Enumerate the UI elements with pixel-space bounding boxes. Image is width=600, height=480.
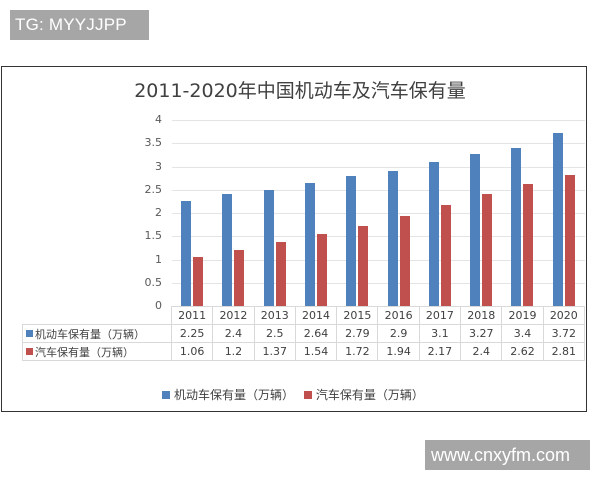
data-table-cell: 2.5	[253, 324, 296, 343]
data-table-cell: 2.79	[336, 324, 379, 343]
y-tick-label: 4	[155, 113, 162, 126]
bar-cars	[275, 242, 286, 306]
data-table-cell: 2.25	[170, 324, 214, 343]
data-table-cell: 1.06	[170, 342, 214, 361]
data-table-cell: 2.9	[377, 324, 420, 343]
gridline	[172, 189, 585, 191]
y-tick-label: 2.5	[144, 182, 163, 196]
gridline	[172, 259, 585, 261]
bar-motor-vehicles	[346, 176, 357, 306]
bar-cars	[523, 184, 534, 306]
gridline	[172, 236, 585, 238]
data-table-cell: 3.4	[501, 324, 544, 343]
data-table-row: 机动车保有量（万辆） 2.25 2.4 2.5 2.64 2.79 2.9 3.1 3.27 3…	[22, 324, 585, 343]
y-tick-label: 1.5	[144, 229, 163, 243]
bar-cars	[316, 234, 327, 306]
bar-cars	[358, 226, 369, 306]
data-table-cell: 2.4	[460, 342, 503, 361]
data-table-cell: 1.72	[336, 342, 379, 361]
data-table-cell: 1.54	[294, 342, 338, 361]
data-table-year: 2017	[418, 306, 462, 325]
y-tick-label: 1	[155, 252, 162, 266]
y-tick-label: 0.5	[144, 275, 163, 289]
data-table-year: 2020	[542, 306, 585, 325]
bar-motor-vehicles	[387, 171, 398, 306]
data-table-cell: 1.2	[212, 342, 255, 361]
data-table-row: 汽车保有量（万辆） 1.06 1.2 1.37 1.54 1.72 1.94 2.17 2.4…	[22, 342, 585, 361]
chart-legend: 机动车保有量（万辆） 汽车保有量（万辆）	[162, 386, 430, 403]
legend-swatch-icon	[162, 390, 170, 399]
watermark-bottom: www.cnxyfm.com	[425, 440, 590, 470]
y-tick-label: 2	[155, 206, 162, 219]
legend-item: 机动车保有量（万辆）	[162, 386, 294, 403]
data-table-cell: 1.37	[253, 342, 296, 361]
bar-cars	[440, 205, 451, 306]
data-table-cell: 2.64	[294, 324, 338, 343]
bar-motor-vehicles	[470, 153, 481, 306]
y-tick-label: 0	[155, 299, 162, 312]
bar-motor-vehicles	[263, 189, 274, 306]
bar-cars	[234, 250, 245, 306]
bar-motor-vehicles	[428, 161, 439, 306]
legend-swatch-icon	[303, 390, 312, 399]
watermark-top: TG: MYYJJPP	[10, 10, 149, 40]
data-table-year: 2015	[336, 306, 379, 325]
bar-cars	[482, 194, 493, 306]
data-table: 2011 2012 2013 2014 2015 2016 2017 2018 2019 2020…	[22, 306, 585, 361]
data-table-year: 2019	[501, 306, 544, 325]
bar-motor-vehicles	[552, 133, 563, 306]
data-table-year: 2011	[170, 306, 214, 325]
data-table-cell: 3.72	[542, 324, 585, 343]
bar-cars	[193, 256, 203, 306]
data-table-cell: 2.62	[501, 342, 544, 361]
data-table-year: 2013	[253, 306, 296, 325]
data-table-cell: 3.27	[460, 324, 503, 343]
data-table-series-label: 汽车保有量（万辆）	[22, 342, 172, 361]
data-table-year: 2016	[377, 306, 420, 325]
bar-motor-vehicles	[222, 194, 233, 306]
data-table-year: 2018	[460, 306, 503, 325]
legend-item: 汽车保有量（万辆）	[303, 386, 424, 403]
data-table-cell: 3.1	[418, 324, 462, 343]
data-table-corner	[23, 307, 172, 325]
data-table-cell: 2.17	[418, 342, 462, 361]
bar-motor-vehicles	[181, 201, 191, 306]
legend-swatch-icon	[26, 330, 33, 337]
chart-title: 2011-2020年中国机动车及汽车保有量	[134, 80, 466, 102]
y-tick-label: 3	[155, 159, 162, 173]
gridline	[172, 282, 585, 284]
bar-motor-vehicles	[304, 183, 315, 306]
data-table-series-label: 机动车保有量（万辆）	[22, 324, 172, 343]
gridline	[172, 120, 585, 121]
data-table-cell: 2.81	[542, 342, 585, 361]
data-table-year: 2014	[294, 306, 338, 325]
data-table-cell: 2.4	[212, 324, 255, 343]
bar-cars	[564, 175, 575, 306]
data-table-year: 2012	[212, 306, 255, 325]
y-tick-label: 3.5	[144, 136, 163, 150]
legend-swatch-icon	[26, 348, 33, 355]
gridline	[172, 143, 585, 145]
bar-motor-vehicles	[511, 147, 522, 306]
gridline	[172, 166, 585, 168]
bar-cars	[399, 215, 410, 306]
data-table-cell: 1.94	[377, 342, 420, 361]
data-table-header-row: 2011 2012 2013 2014 2015 2016 2017 2018 2019 2020	[23, 306, 585, 325]
gridline	[172, 213, 585, 214]
